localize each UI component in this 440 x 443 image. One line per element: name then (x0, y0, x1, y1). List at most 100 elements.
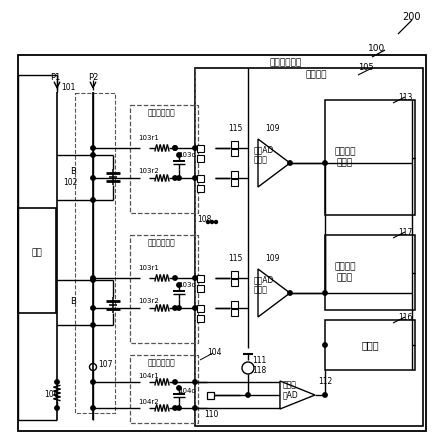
Bar (325, 320, 415, 370)
Circle shape (91, 306, 95, 310)
Bar (231, 179, 238, 186)
Text: B: B (70, 297, 76, 306)
Bar (231, 148, 238, 155)
Circle shape (193, 306, 197, 310)
Text: 104r2: 104r2 (138, 399, 159, 405)
Bar (197, 275, 204, 282)
Circle shape (91, 176, 95, 180)
Text: 110: 110 (204, 410, 218, 419)
Bar (197, 305, 204, 312)
Text: 时间常数
计算部: 时间常数 计算部 (334, 263, 356, 282)
Circle shape (193, 176, 197, 180)
Text: P1: P1 (50, 73, 60, 82)
Bar (197, 155, 204, 162)
Text: 104r1: 104r1 (138, 373, 159, 379)
Circle shape (91, 380, 95, 384)
Text: B: B (70, 167, 76, 176)
Bar (206, 392, 213, 399)
Circle shape (288, 291, 292, 295)
Text: 负载: 负载 (32, 249, 42, 257)
Circle shape (177, 283, 181, 287)
Text: 101: 101 (61, 83, 75, 92)
Text: 108: 108 (197, 215, 211, 224)
Circle shape (91, 278, 95, 282)
Bar (197, 315, 204, 322)
Circle shape (177, 176, 181, 180)
Bar (195, 68, 423, 426)
Bar (130, 105, 198, 213)
Text: 109: 109 (265, 124, 279, 133)
Circle shape (323, 161, 327, 165)
Bar (75, 93, 115, 413)
Circle shape (177, 406, 181, 410)
Text: 103r1: 103r1 (138, 265, 159, 271)
Circle shape (323, 343, 327, 347)
Text: 117: 117 (398, 228, 412, 237)
Text: 106: 106 (44, 390, 59, 399)
Text: 102: 102 (63, 178, 77, 187)
Text: 103r2: 103r2 (138, 168, 159, 174)
Text: 电池监视装置: 电池监视装置 (270, 58, 302, 67)
Circle shape (206, 221, 209, 224)
Bar (18, 55, 426, 431)
Bar (197, 285, 204, 292)
Circle shape (173, 176, 177, 180)
Circle shape (173, 306, 177, 310)
Circle shape (91, 198, 95, 202)
Text: 103c: 103c (178, 282, 195, 288)
Circle shape (177, 306, 181, 310)
Circle shape (91, 276, 95, 280)
Polygon shape (258, 269, 290, 317)
Text: 116: 116 (398, 313, 412, 322)
Circle shape (215, 221, 217, 224)
Text: 113: 113 (398, 93, 412, 102)
Text: 115: 115 (228, 254, 242, 263)
Circle shape (177, 153, 181, 157)
Text: 118: 118 (252, 366, 266, 375)
Text: 集成电路: 集成电路 (305, 70, 326, 79)
Text: 105: 105 (358, 63, 374, 72)
Text: 交流阻抗
计算部: 交流阻抗 计算部 (334, 148, 356, 167)
Text: 控制部: 控制部 (361, 340, 379, 350)
Bar (231, 300, 238, 307)
Circle shape (288, 161, 292, 165)
Bar (197, 175, 204, 182)
Circle shape (91, 146, 95, 150)
Circle shape (323, 393, 327, 397)
Text: 200: 200 (402, 12, 421, 22)
Circle shape (193, 146, 197, 150)
Text: 103c: 103c (178, 152, 195, 158)
Text: 第一AD
变换器: 第一AD 变换器 (254, 145, 275, 165)
Bar (197, 185, 204, 192)
Text: 112: 112 (318, 377, 332, 386)
Circle shape (91, 406, 95, 410)
Text: 第一AD
变换器: 第一AD 变换器 (254, 275, 275, 295)
Bar (231, 271, 238, 277)
Bar (231, 140, 238, 148)
Circle shape (193, 276, 197, 280)
Circle shape (173, 146, 177, 150)
Bar (325, 235, 415, 310)
Text: 109: 109 (265, 254, 279, 263)
Bar (325, 100, 415, 215)
Circle shape (91, 323, 95, 327)
Bar (130, 355, 198, 423)
Circle shape (193, 406, 197, 410)
Circle shape (173, 406, 177, 410)
Text: 104c: 104c (178, 388, 195, 394)
Circle shape (55, 406, 59, 410)
Circle shape (323, 291, 327, 295)
Text: 第一滤波器部: 第一滤波器部 (148, 238, 176, 247)
Text: 107: 107 (98, 360, 113, 369)
Circle shape (193, 380, 197, 384)
Bar (18, 208, 56, 313)
Text: 103r2: 103r2 (138, 298, 159, 304)
Bar (231, 279, 238, 285)
Circle shape (246, 393, 250, 397)
Polygon shape (280, 381, 315, 409)
Polygon shape (258, 139, 290, 187)
Circle shape (55, 380, 59, 384)
Text: 104: 104 (207, 348, 221, 357)
Text: 115: 115 (228, 124, 242, 133)
Text: 第二滤波器部: 第二滤波器部 (148, 358, 176, 367)
